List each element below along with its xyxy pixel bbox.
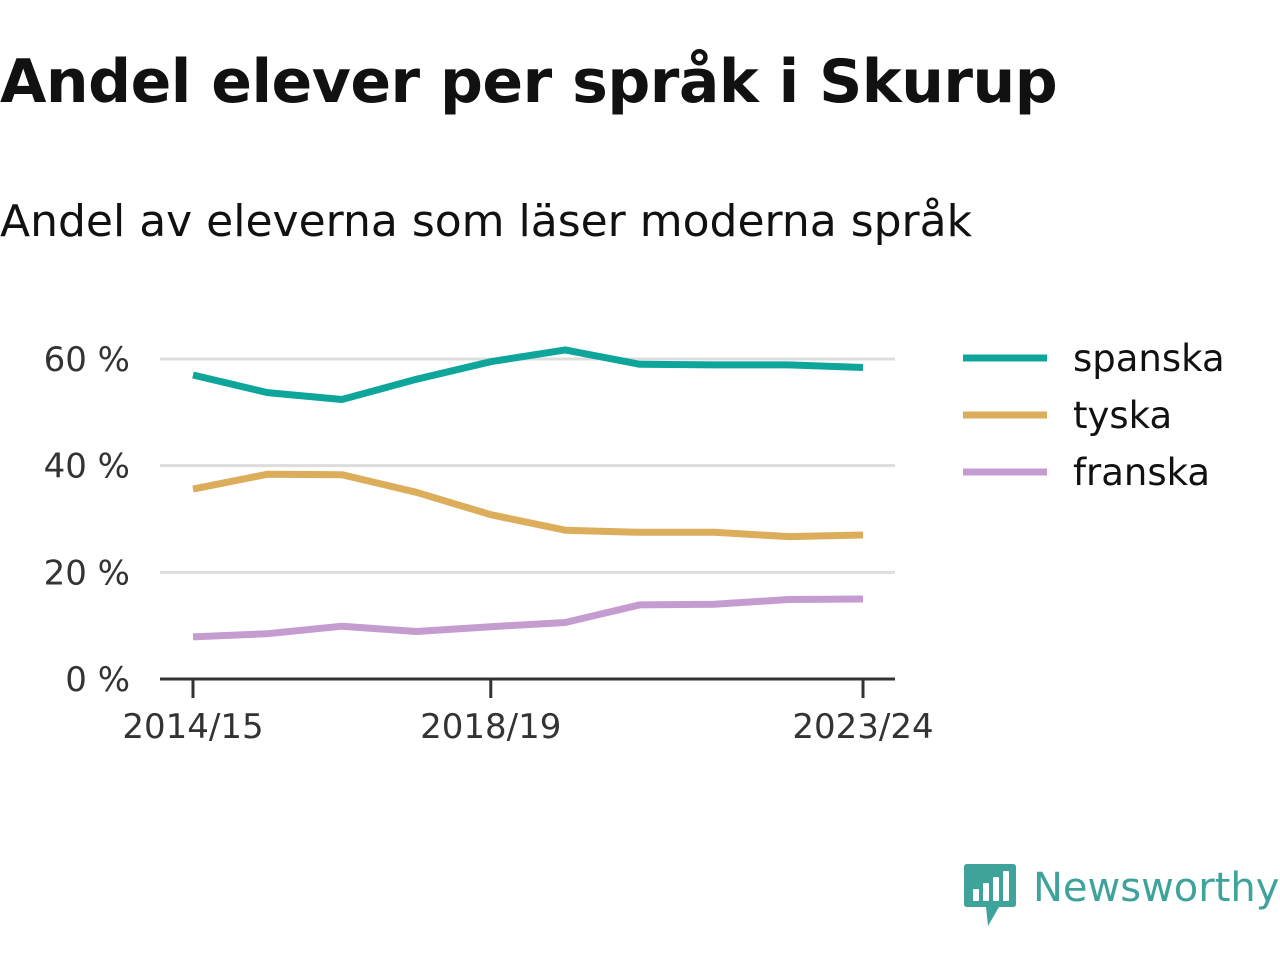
brand-name: Newsworthy xyxy=(1033,865,1280,911)
legend-label-spanska: spanska xyxy=(1073,337,1225,380)
legend-label-tyska: tyska xyxy=(1073,394,1172,437)
series-line-spanska xyxy=(192,346,864,403)
brand-logo: Newsworthy xyxy=(964,864,1279,926)
y-tick-label: 0 % xyxy=(65,660,130,700)
y-tick-label: 60 % xyxy=(44,340,130,380)
chart-subtitle: Andel av eleverna som läser moderna språ… xyxy=(0,196,973,247)
y-tick-label: 40 % xyxy=(44,447,130,487)
series-line-tyska xyxy=(192,470,864,541)
series-line-franska xyxy=(192,595,864,641)
y-tick-label: 20 % xyxy=(44,553,130,593)
x-tick-label: 2018/19 xyxy=(420,707,561,747)
x-tick-label: 2023/24 xyxy=(792,707,933,747)
series-lines xyxy=(192,346,864,641)
chart-title: Andel elever per språk i Skurup xyxy=(0,47,1058,117)
line-chart: 0 % 20 % 40 % 60 % 2014/15 2018/19 2023/24 spa… xyxy=(44,337,1225,747)
legend: spanska tyska franska xyxy=(963,337,1225,494)
x-tick-label: 2014/15 xyxy=(122,707,263,747)
legend-label-franska: franska xyxy=(1073,451,1210,494)
axes: 0 % 20 % 40 % 60 % 2014/15 2018/19 2023/24 xyxy=(44,340,934,747)
newsworthy-logo-icon xyxy=(964,864,1016,926)
